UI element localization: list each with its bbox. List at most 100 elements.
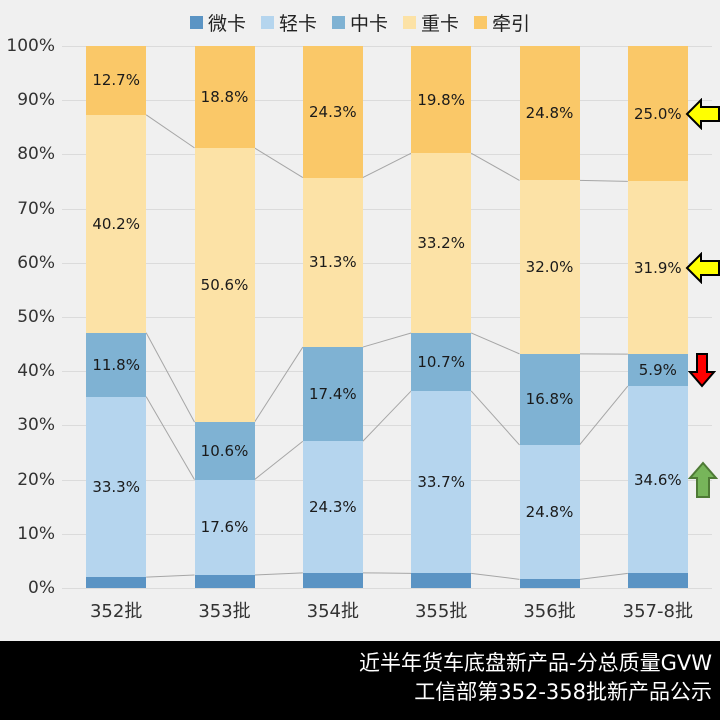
gridline bbox=[62, 479, 712, 481]
legend-label: 牵引 bbox=[492, 13, 531, 35]
x-tick-label: 356批 bbox=[523, 601, 576, 622]
footer-banner: 近半年货车底盘新产品-分总质量GVW 工信部第352-358批新产品公示 bbox=[0, 641, 720, 720]
data-label: 33.3% bbox=[92, 477, 140, 496]
bar-segment-356批-牵引 bbox=[519, 46, 580, 181]
y-tick-label: 50% bbox=[17, 307, 55, 327]
legend-item-2: 中卡 bbox=[331, 9, 388, 36]
bar-segment-357-8批-轻卡 bbox=[627, 386, 688, 574]
legend-label: 重卡 bbox=[421, 13, 460, 35]
bar-segment-355批-轻卡 bbox=[411, 390, 472, 574]
bar-segment-353批-牵引 bbox=[194, 46, 255, 148]
y-tick-label: 30% bbox=[17, 415, 55, 436]
legend-item-3: 重卡 bbox=[403, 9, 459, 36]
data-label: 12.7% bbox=[92, 71, 140, 90]
x-tick-label: 354批 bbox=[306, 601, 359, 622]
gridline bbox=[62, 588, 712, 589]
footer-subtitle: 工信部第352-358批新产品公示 bbox=[414, 680, 712, 704]
y-tick-label: 80% bbox=[17, 144, 55, 165]
gridline bbox=[62, 46, 712, 47]
data-label: 19.8% bbox=[417, 90, 465, 109]
data-label: 34.6% bbox=[634, 470, 682, 489]
legend-item-4: 牵引 bbox=[474, 9, 530, 36]
bar-segment-352批-牵引 bbox=[86, 46, 147, 115]
bar-segment-356批-微卡 bbox=[519, 579, 580, 588]
y-tick-label: 20% bbox=[17, 469, 55, 490]
data-label: 32.0% bbox=[525, 258, 574, 277]
gridline bbox=[62, 533, 712, 535]
gridline bbox=[62, 262, 712, 264]
bar-segment-355批-中卡 bbox=[411, 333, 472, 391]
series-connector-lines bbox=[145, 114, 629, 580]
legend: 微卡 轻卡 中卡 重卡 牵引 bbox=[0, 9, 720, 36]
legend-label: 中卡 bbox=[349, 13, 388, 35]
x-tick-label: 353批 bbox=[198, 601, 251, 622]
bar-segment-353批-中卡 bbox=[194, 422, 255, 480]
bar-segment-357-8批-中卡 bbox=[627, 354, 688, 387]
data-label: 10.6% bbox=[200, 441, 249, 460]
x-tick-label: 352批 bbox=[89, 601, 143, 622]
legend-label: 轻卡 bbox=[278, 13, 317, 35]
bar-segment-357-8批-重卡 bbox=[627, 181, 688, 355]
data-label: 17.4% bbox=[309, 385, 357, 404]
bar-segment-352批-轻卡 bbox=[86, 396, 147, 578]
legend-item-0: 微卡 bbox=[189, 9, 246, 36]
y-tick-label: 40% bbox=[17, 361, 55, 382]
data-label: 24.8% bbox=[525, 503, 574, 522]
data-label: 31.3% bbox=[309, 253, 357, 272]
bar-segment-354批-轻卡 bbox=[302, 441, 363, 573]
bar-segment-352批-微卡 bbox=[86, 577, 147, 588]
bar-segment-354批-中卡 bbox=[302, 347, 363, 442]
plot-area: 2.0%33.3%11.8%40.2%12.7%2.4%17.6%10.6%50… bbox=[62, 46, 712, 589]
gridline bbox=[62, 100, 712, 102]
legend-swatch-icon bbox=[403, 16, 416, 29]
legend-swatch-icon bbox=[189, 16, 203, 29]
data-label: 17.6% bbox=[200, 518, 249, 537]
bar-segment-357-8批-牵引 bbox=[627, 46, 688, 182]
bar-segment-354批-微卡 bbox=[302, 572, 363, 588]
y-tick-label: 70% bbox=[17, 198, 55, 219]
bar-segment-353批-微卡 bbox=[194, 575, 255, 588]
bar-segment-352批-重卡 bbox=[86, 114, 147, 333]
bar-segment-355批-微卡 bbox=[411, 573, 472, 588]
data-label: 33.2% bbox=[417, 234, 465, 253]
data-label: 10.7% bbox=[417, 352, 465, 371]
data-label: 24.3% bbox=[309, 102, 357, 121]
data-label: 31.9% bbox=[634, 258, 682, 277]
data-label: 50.6% bbox=[200, 276, 249, 295]
x-tick-label: 355批 bbox=[414, 601, 468, 622]
legend-swatch-icon bbox=[331, 16, 345, 29]
data-label: 24.8% bbox=[525, 104, 574, 123]
legend-item-1: 轻卡 bbox=[260, 9, 317, 36]
data-label: 5.9% bbox=[638, 361, 677, 380]
y-tick-label: 10% bbox=[17, 523, 55, 544]
x-tick-label: 357-8批 bbox=[622, 601, 693, 622]
bar-segment-354批-牵引 bbox=[302, 46, 363, 178]
gridline bbox=[62, 154, 712, 156]
red-down-arrow-icon bbox=[688, 353, 716, 388]
bar-segment-353批-轻卡 bbox=[194, 479, 255, 575]
data-label: 40.2% bbox=[92, 214, 140, 233]
bar-segment-355批-牵引 bbox=[411, 46, 472, 154]
legend-swatch-icon bbox=[474, 16, 488, 29]
legend-label: 微卡 bbox=[207, 13, 246, 35]
data-label: 11.8% bbox=[92, 355, 140, 374]
footer-title: 近半年货车底盘新产品-分总质量GVW bbox=[359, 651, 712, 675]
bar-segment-356批-中卡 bbox=[519, 353, 580, 445]
green-up-arrow-icon bbox=[688, 461, 718, 498]
bar-segment-357-8批-微卡 bbox=[627, 573, 688, 588]
yellow-left-arrow-icon bbox=[685, 97, 720, 130]
y-tick-label: 60% bbox=[17, 252, 55, 273]
gridline bbox=[62, 425, 712, 427]
yellow-left-arrow-icon bbox=[685, 251, 720, 284]
y-tick-label: 0% bbox=[28, 578, 55, 598]
gridline bbox=[62, 317, 712, 318]
bar-segment-353批-重卡 bbox=[194, 147, 255, 423]
data-label: 25.0% bbox=[634, 104, 682, 123]
data-label: 18.8% bbox=[200, 87, 249, 106]
bar-segment-355批-重卡 bbox=[411, 153, 472, 333]
data-label: 16.8% bbox=[525, 390, 574, 409]
legend-swatch-icon bbox=[260, 16, 274, 29]
gridline bbox=[62, 371, 712, 373]
bar-segment-354批-重卡 bbox=[302, 177, 363, 348]
